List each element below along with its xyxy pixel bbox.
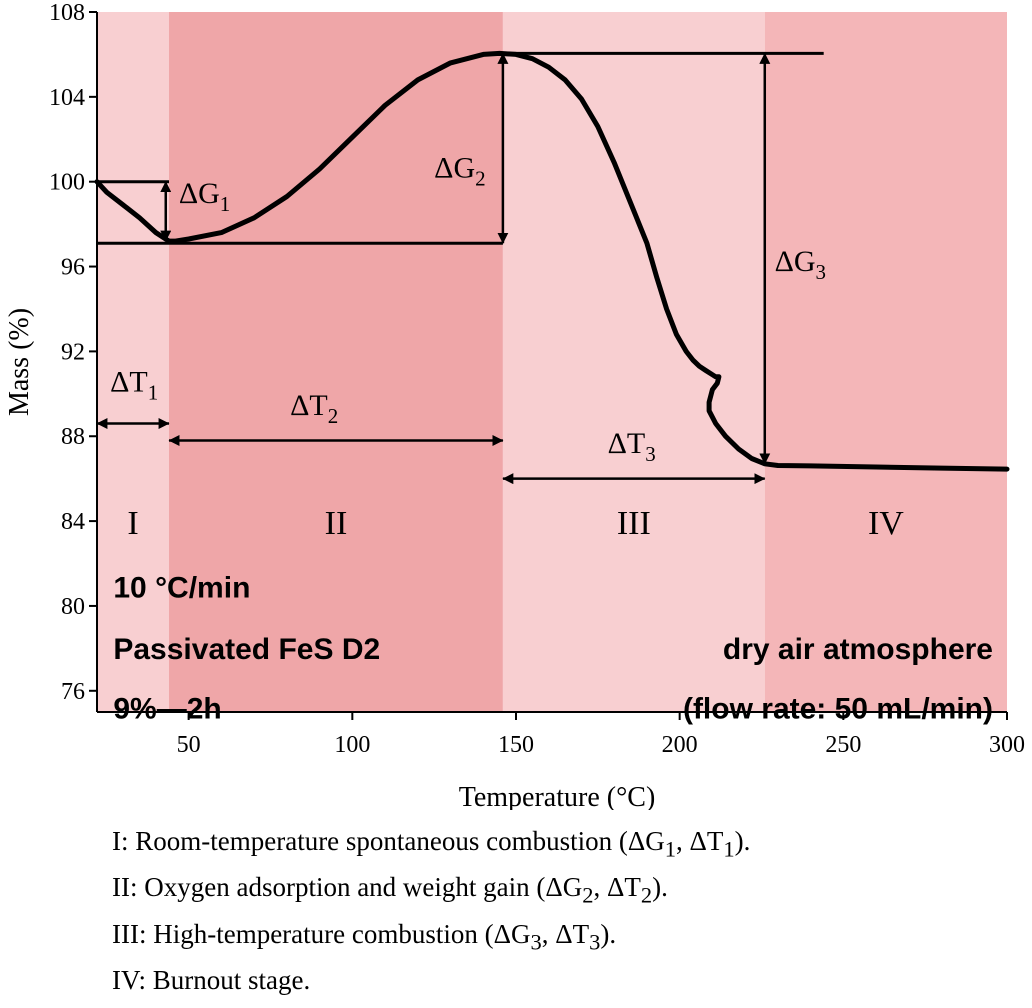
- legend-subscript: 2: [582, 882, 594, 908]
- legend-text: II: Oxygen adsorption and weight gain (Δ…: [112, 872, 583, 903]
- legend-text: , ΔT: [541, 918, 590, 949]
- legend-line-stage-2: II: Oxygen adsorption and weight gain (Δ…: [112, 868, 1012, 914]
- y-axis-label: Mass (%): [4, 308, 35, 416]
- legend-line-stage-1: I: Room-temperature spontaneous combusti…: [112, 822, 1012, 868]
- delta-t-label: ΔT1: [110, 366, 158, 405]
- y-tick-label: 76: [61, 679, 85, 705]
- legend-subscript: 1: [664, 836, 676, 862]
- y-tick-label: 108: [49, 0, 85, 26]
- stage-region-I: [97, 12, 170, 712]
- legend-text: , ΔT: [676, 826, 724, 856]
- legend-text: I: Room-temperature spontaneous combusti…: [112, 826, 665, 856]
- delta-g-label: ΔG1: [179, 177, 230, 216]
- legend-text: ).: [734, 826, 751, 856]
- stage-legend: I: Room-temperature spontaneous combusti…: [112, 822, 1012, 1008]
- x-tick-label: 100: [334, 732, 370, 758]
- delta-g-label: ΔG3: [775, 245, 826, 284]
- stage-label-III: III: [617, 505, 651, 542]
- x-tick-label: 150: [498, 732, 534, 758]
- delta-g-label: ΔG2: [434, 151, 485, 190]
- legend-subscript: 3: [589, 929, 601, 955]
- x-tick-label: 200: [662, 732, 698, 758]
- x-tick-label: 300: [989, 732, 1025, 758]
- legend-line-stage-4: IV: Burnout stage.: [112, 961, 1012, 1007]
- y-tick-label: 96: [61, 255, 85, 281]
- x-axis-label: Temperature (°C): [459, 782, 656, 810]
- condition-text: 9%—2h: [113, 692, 221, 725]
- legend-subscript: 1: [723, 836, 735, 862]
- stage-region-II: [169, 12, 503, 712]
- delta-t-label: ΔT3: [608, 427, 656, 466]
- legend-text: IV: Burnout stage.: [112, 965, 311, 996]
- x-tick-label: 50: [177, 732, 201, 758]
- mass-curve: [94, 50, 1010, 472]
- legend-subscript: 3: [530, 929, 542, 955]
- y-tick-label: 84: [61, 509, 85, 535]
- legend-text: , ΔT: [593, 872, 641, 903]
- legend-text: III: High-temperature combustion (ΔG: [112, 918, 531, 949]
- y-tick-label: 80: [61, 594, 85, 620]
- stage-region-IV: [764, 12, 1007, 712]
- y-tick-label: 88: [61, 424, 85, 450]
- stage-label-I: I: [127, 505, 138, 542]
- y-tick-label: 100: [49, 170, 85, 196]
- atmosphere-text: (flow rate: 50 mL/min): [683, 692, 993, 725]
- y-tick-label: 92: [61, 339, 85, 365]
- x-tick-label: 250: [825, 732, 861, 758]
- tga-chart: I II III IV ΔG1 ΔG2 ΔG3 ΔT1 ΔT2 ΔT3 10 °C/min Passi…: [4, 0, 1025, 810]
- stage-label-IV: IV: [868, 505, 904, 542]
- y-tick-label: 104: [49, 85, 85, 111]
- legend-line-stage-3: III: High-temperature combustion (ΔG3, Δ…: [112, 915, 1012, 961]
- legend-subscript: 2: [640, 882, 653, 908]
- delta-t-label: ΔT2: [290, 389, 338, 428]
- stage-label-II: II: [325, 505, 348, 542]
- condition-text: 10 °C/min: [113, 571, 250, 604]
- condition-text: Passivated FeS D2: [113, 633, 380, 666]
- stage-region-III: [502, 12, 765, 712]
- atmosphere-text: dry air atmosphere: [723, 633, 993, 666]
- legend-text: ).: [652, 872, 668, 903]
- legend-text: ).: [600, 918, 617, 949]
